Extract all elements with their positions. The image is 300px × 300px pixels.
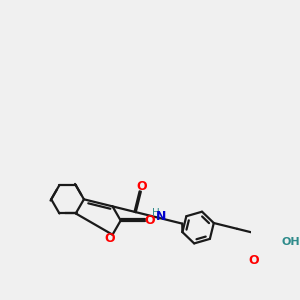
Text: OH: OH bbox=[281, 237, 300, 247]
Text: N: N bbox=[156, 210, 166, 223]
Text: O: O bbox=[137, 180, 148, 193]
Text: O: O bbox=[144, 214, 155, 227]
Text: O: O bbox=[249, 254, 259, 267]
Text: O: O bbox=[104, 232, 115, 245]
Text: H: H bbox=[152, 208, 160, 218]
